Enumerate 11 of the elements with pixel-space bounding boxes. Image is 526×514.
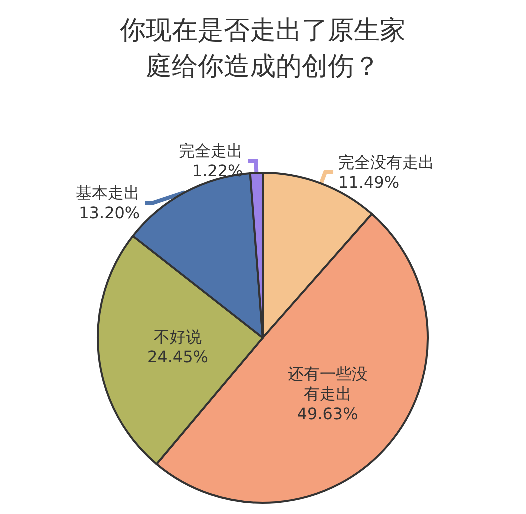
slice-label: 基本走出 bbox=[76, 184, 140, 203]
data-label: 13.20% bbox=[79, 204, 140, 223]
slice-label: 不好说 bbox=[154, 327, 202, 346]
chart-title: 你现在是否走出了原生家庭给你造成的创伤？ bbox=[119, 16, 406, 82]
data-label: 49.63% bbox=[297, 404, 358, 424]
data-label: 11.49% bbox=[338, 172, 400, 192]
slice-label: 完全没有走出 bbox=[338, 152, 435, 172]
data-label: 24.45% bbox=[147, 347, 208, 366]
slice-label: 还有一些没有走出 bbox=[288, 364, 368, 404]
slice-label: 完全走出 bbox=[179, 142, 244, 161]
data-label: 1.22% bbox=[192, 162, 244, 181]
